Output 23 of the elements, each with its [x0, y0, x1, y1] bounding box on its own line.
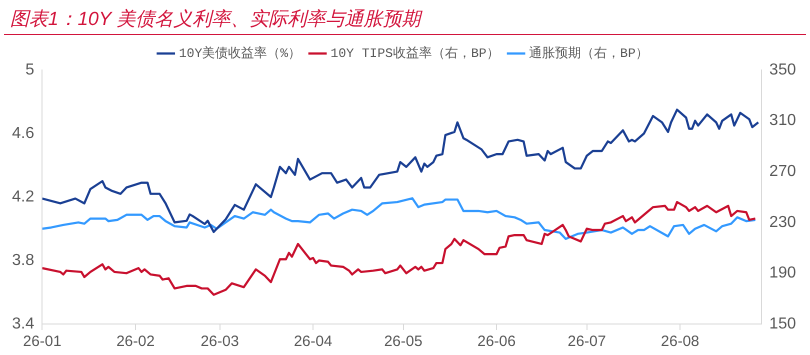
x-tick-label: 26-08 [660, 333, 700, 350]
legend-label: 10Y TIPS收益率（右，BP） [330, 44, 500, 61]
y2-tick-label: 270 [769, 163, 796, 180]
x-tick-label: 26-03 [200, 333, 239, 350]
x-tick-label: 26-05 [384, 333, 422, 350]
x-tick-label: 26-01 [23, 333, 62, 350]
y2-tick-label: 150 [769, 315, 796, 332]
y2-tick-label: 190 [769, 264, 796, 282]
y2-tick-label: 230 [769, 214, 796, 231]
y-tick-label: 4.2 [12, 188, 34, 206]
legend-label: 10Y美债收益率（%） [178, 44, 302, 61]
y-tick-label: 3.8 [12, 252, 34, 269]
x-tick-label: 26-07 [568, 333, 606, 350]
x-tick-label: 26-02 [116, 333, 155, 350]
y-tick-label: 5 [25, 61, 34, 78]
y-tick-label: 3.4 [12, 315, 34, 332]
y-tick-label: 4.6 [12, 124, 34, 142]
legend-label: 通胀预期（右，BP） [529, 46, 649, 61]
y2-tick-label: 310 [769, 112, 796, 130]
x-tick-label: 26-06 [477, 333, 516, 350]
chart-title: 图表1：10Y 美债名义利率、实际利率与通胀预期 [4, 0, 806, 35]
y2-tick-label: 350 [769, 61, 796, 78]
x-tick-label: 26-04 [294, 333, 332, 350]
